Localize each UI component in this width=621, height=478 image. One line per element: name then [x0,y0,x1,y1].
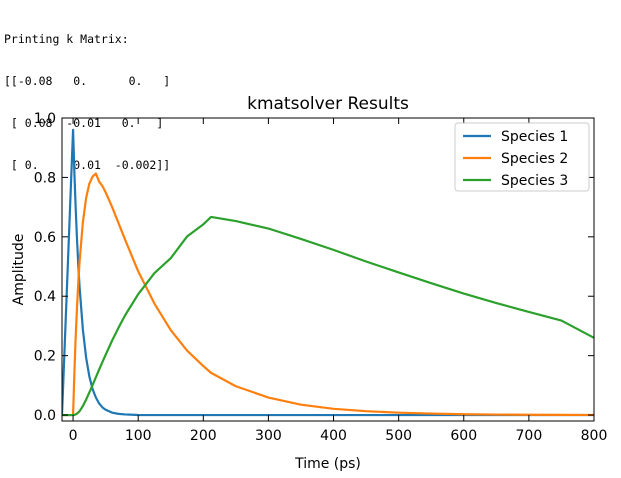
y-axis-label: Amplitude [11,234,27,306]
y-tick-label: 0.0 [34,408,56,424]
y-tick-label: 0.6 [34,230,56,246]
x-tick-label: 500 [385,428,412,444]
y-tick-label: 0.8 [34,170,56,186]
legend-label-3: Species 3 [501,173,568,189]
console-line: [[-0.08 0. 0. ] [4,74,171,88]
console-line: [ 0. 0.01 -0.002]] [4,158,171,172]
ticks-group: 0 100 200 300 400 500 600 700 800 0.0 0.2 0.4 0.6 0.8… [34,111,608,444]
series-line-1 [62,128,594,417]
y-tick-label: 0.2 [34,349,56,365]
x-tick-label: 300 [255,428,282,444]
x-axis-label: Time (ps) [294,456,361,472]
x-tick-label: 800 [581,428,608,444]
console-output: Printing k Matrix: [[-0.08 0. 0. ] [ 0.0… [4,4,170,186]
x-tick-label: 600 [450,428,477,444]
x-tick-label: 100 [125,428,152,444]
series-line-3 [62,215,594,417]
y-tick-label: 1.0 [34,111,56,127]
x-tick-label: 0 [69,428,78,444]
console-header: Printing k Matrix: [4,32,129,46]
chart-title: kmatsolver Results [247,94,409,114]
x-tick-label: 400 [320,428,347,444]
legend-label-1: Species 1 [501,129,568,145]
x-tick-label: 200 [190,428,217,444]
series-group [62,128,594,417]
legend-label-2: Species 2 [501,151,568,167]
x-tick-label: 700 [516,428,543,444]
legend: Species 1 Species 2 Species 3 [454,122,590,192]
legend-box [454,122,590,192]
series-line-2 [62,172,594,417]
plot-frame [61,117,595,422]
console-line: [ 0.08 -0.01 0. ] [4,116,164,130]
y-tick-label: 0.4 [34,289,56,305]
